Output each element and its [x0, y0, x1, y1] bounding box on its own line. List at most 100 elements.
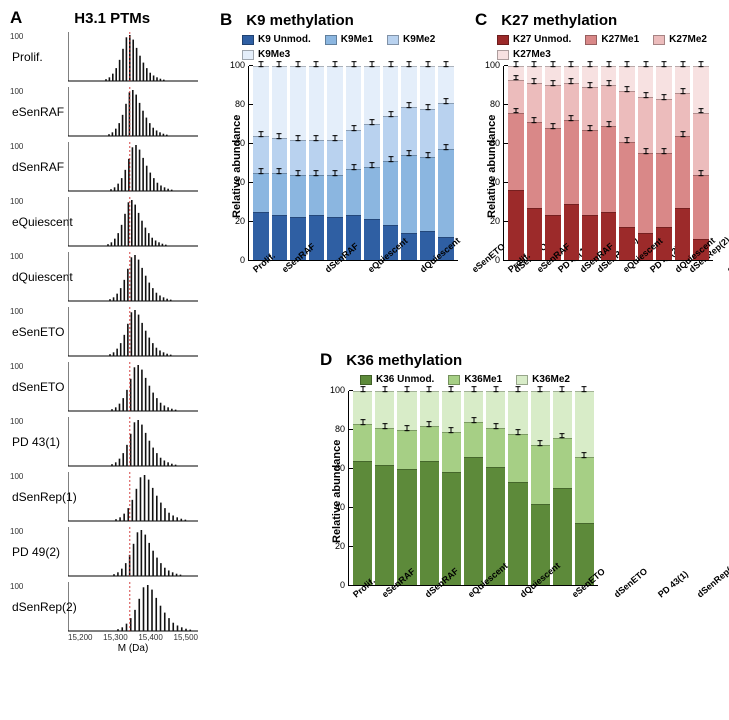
error-bar [664, 61, 665, 67]
bar-column [375, 391, 394, 585]
legend-item: K36 Unmod. [360, 374, 434, 385]
y-max-label: 100 [10, 87, 23, 96]
bar-segment [364, 167, 380, 219]
error-bar [682, 131, 683, 137]
bar-segment [464, 422, 483, 457]
bar-segment [309, 66, 325, 140]
bar-segment [397, 430, 416, 469]
panel-c-legend: K27 Unmod.K27Me1K27Me2K27Me3 [475, 34, 713, 60]
bar-segment [401, 66, 417, 107]
bar-segment [327, 66, 343, 140]
error-bar [409, 102, 410, 108]
legend-label: K36Me1 [464, 374, 502, 385]
bar-segment [693, 113, 709, 175]
bar-segment [401, 107, 417, 156]
error-bar [390, 156, 391, 162]
spectrum-row: 100 Prolif. [10, 32, 200, 87]
spectrum-row: 100 dSenRAF [10, 142, 200, 197]
spectrum-name: dSenETO [12, 380, 64, 394]
bar-segment [531, 445, 550, 503]
legend-swatch [387, 35, 399, 45]
bar-column [638, 66, 654, 260]
bar-column [656, 66, 672, 260]
error-bar [701, 170, 702, 176]
error-bar [446, 98, 447, 104]
error-bar [589, 61, 590, 67]
x-category-label: PD 43(1) [656, 569, 690, 600]
bar-column [353, 391, 372, 585]
error-bar [540, 441, 541, 447]
panel-a: A H3.1 PTMs 100 Prolif.100 eSenRAF100 dS… [10, 8, 200, 654]
error-bar [297, 135, 298, 141]
bar-column [601, 66, 617, 260]
legend-swatch [653, 35, 665, 45]
error-bar [627, 61, 628, 67]
error-bar [316, 170, 317, 176]
error-bar [627, 86, 628, 92]
bar-segment [527, 208, 543, 260]
error-bar [584, 386, 585, 392]
bar-segment [638, 153, 654, 233]
spectrum-name: PD 49(2) [12, 545, 60, 559]
bar-segment [675, 208, 691, 260]
legend-item: K9Me1 [325, 34, 373, 45]
panel-c-title: K27 methylation [501, 12, 617, 29]
spectrum-row: 100 eQuiescent [10, 197, 200, 252]
panel-d: D K36 methylation K36 Unmod.K36Me1K36Me2… [320, 350, 598, 586]
bar-segment [309, 175, 325, 216]
legend-swatch [242, 35, 254, 45]
spectrum-row: 100 dSenETO [10, 362, 200, 417]
bar-segment [564, 120, 580, 203]
bar-column [290, 66, 306, 260]
x-tick: 15,500 [174, 633, 198, 642]
bar-segment [272, 215, 288, 260]
error-bar [279, 168, 280, 174]
y-tick: 80 [335, 424, 349, 434]
panel-c-plot: Prolif.eSenRAFdSenRAFeQuiescentdQuiescen… [503, 66, 713, 261]
error-bar [534, 117, 535, 123]
error-bar [571, 61, 572, 67]
error-bar [682, 88, 683, 94]
bar-column [508, 391, 527, 585]
y-max-label: 100 [10, 527, 23, 536]
legend-item: K36Me2 [516, 374, 570, 385]
x-tick: 15,300 [103, 633, 127, 642]
error-bar [429, 386, 430, 392]
y-max-label: 100 [10, 582, 23, 591]
error-bar [427, 152, 428, 158]
error-bar [645, 92, 646, 98]
error-bar [427, 104, 428, 110]
bar-segment [619, 142, 635, 227]
error-bar [297, 61, 298, 67]
bar-column [619, 66, 635, 260]
bar-segment [545, 128, 561, 215]
panel-d-legend: K36 Unmod. K36Me1 K36Me2 [320, 374, 598, 385]
bar-segment [353, 424, 372, 461]
error-bar [372, 162, 373, 168]
error-bar [409, 150, 410, 156]
bar-column [508, 66, 524, 260]
error-bar [334, 61, 335, 67]
bar-segment [582, 130, 598, 215]
bar-segment [353, 461, 372, 585]
bar-segment [545, 85, 561, 128]
error-bar [571, 116, 572, 122]
y-axis-title: Relative abundance [231, 115, 243, 218]
bar-segment [346, 169, 362, 216]
y-tick: 100 [230, 60, 249, 70]
error-bar [589, 83, 590, 89]
spectrum-row: 100 PD 43(1) [10, 417, 200, 472]
error-bar [297, 170, 298, 176]
bar-column [397, 391, 416, 585]
y-max-label: 100 [10, 197, 23, 206]
panel-a-label: A [10, 8, 22, 28]
error-bar [316, 61, 317, 67]
spectrum-name: PD 43(1) [12, 435, 60, 449]
panel-c: C K27 methylation K27 Unmod.K27Me1K27Me2… [475, 10, 713, 261]
error-bar [608, 121, 609, 127]
legend-swatch [325, 35, 337, 45]
bar-segment [464, 457, 483, 585]
x-tick: 15,400 [138, 633, 162, 642]
error-bar [534, 79, 535, 85]
y-tick: 80 [490, 99, 504, 109]
